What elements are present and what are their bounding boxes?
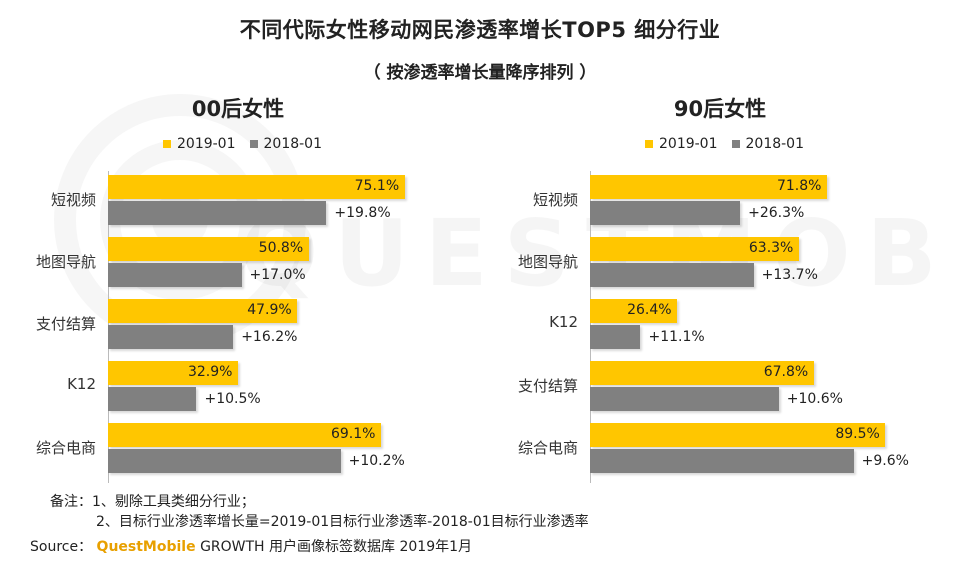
- panel-title-0: 00后女性: [191, 97, 285, 121]
- category-label: 支付结算: [517, 377, 578, 395]
- bar-2019: [590, 423, 886, 447]
- source-prefix: Source：: [30, 539, 93, 555]
- source-brand: QuestMobile: [96, 539, 196, 555]
- growth-label: +9.6%: [861, 453, 909, 469]
- bar-2018: [590, 325, 641, 349]
- bar-2019: [108, 423, 381, 447]
- legend-0: 2019-01 2018-01: [163, 136, 330, 152]
- growth-label: +19.8%: [334, 205, 391, 221]
- bar-2018: [590, 449, 854, 473]
- legend-item: 2019-01: [163, 136, 236, 152]
- bar-2018: [590, 387, 779, 411]
- bar-2019: [590, 361, 814, 385]
- legend-swatch: [645, 140, 653, 148]
- data-label-2019: 47.9%: [247, 302, 292, 318]
- growth-label: +10.2%: [348, 453, 405, 469]
- growth-label: +10.6%: [786, 391, 843, 407]
- data-label-2019: 69.1%: [330, 426, 376, 442]
- bar-2018: [590, 201, 741, 225]
- growth-label: +10.5%: [204, 391, 261, 407]
- category-label: 综合电商: [35, 439, 96, 457]
- category-label: K12: [67, 375, 96, 393]
- bar-2019: [108, 299, 298, 323]
- note-line-1: 备注：1、剔除工具类细分行业；: [50, 494, 255, 510]
- bar-2019: [590, 299, 678, 323]
- legend-swatch: [249, 140, 258, 148]
- data-label-2019: 75.1%: [354, 178, 400, 194]
- bar-2019: [108, 175, 405, 199]
- data-label-2019: 89.5%: [835, 426, 880, 442]
- bar-2018: [108, 263, 242, 287]
- legend-item: 2019-01: [645, 136, 718, 152]
- source-text: GROWTH 用户画像标签数据库 2019年1月: [200, 539, 473, 555]
- legend-label: 2018-01: [745, 136, 805, 152]
- growth-label: +26.3%: [748, 205, 805, 221]
- bar-2018: [108, 449, 341, 473]
- legend-label: 2019-01: [659, 136, 718, 152]
- bar-2019: [590, 237, 799, 261]
- bar-2018: [108, 387, 197, 411]
- chart-title: 不同代际女性移动网民渗透率增长TOP5 细分行业: [239, 18, 721, 42]
- data-label-2019: 32.9%: [187, 364, 233, 380]
- category-label: 短视频: [532, 191, 578, 209]
- source-line: Source： QuestMobile GROWTH 用户画像标签数据库 201…: [30, 536, 472, 556]
- legend-label: 2019-01: [177, 136, 236, 152]
- growth-label: +17.0%: [249, 267, 306, 283]
- data-label-2019: 26.4%: [627, 302, 672, 318]
- bar-2019: [590, 175, 827, 199]
- bar-2018: [590, 263, 754, 287]
- category-label: 支付结算: [35, 315, 96, 333]
- data-label-2019: 50.8%: [258, 240, 304, 256]
- panel-title-1: 90后女性: [673, 97, 767, 121]
- growth-label: +16.2%: [241, 329, 298, 345]
- category-label: K12: [549, 313, 578, 331]
- legend-item: 2018-01: [731, 136, 805, 152]
- note-line-2: 2、目标行业渗透率增长量=2019-01目标行业渗透率-2018-01目标行业渗…: [96, 514, 589, 530]
- bar-2019: [108, 361, 238, 385]
- category-label: 地图导航: [35, 253, 96, 271]
- legend-swatch: [163, 140, 171, 148]
- data-label-2019: 67.8%: [763, 364, 809, 380]
- growth-label: +11.1%: [648, 329, 705, 345]
- category-label: 地图导航: [517, 253, 578, 271]
- bar-2018: [108, 325, 234, 349]
- category-label: 综合电商: [517, 439, 578, 457]
- bar-2019: [108, 237, 309, 261]
- legend-item: 2018-01: [249, 136, 323, 152]
- chart-subtitle: （ 按渗透率增长量降序排列 ）: [363, 63, 597, 83]
- legend-swatch: [731, 140, 740, 148]
- data-label-2019: 63.3%: [748, 240, 794, 256]
- legend-label: 2018-01: [263, 136, 323, 152]
- bar-2018: [108, 201, 327, 225]
- data-label-2019: 71.8%: [776, 178, 822, 194]
- category-label: 短视频: [50, 191, 96, 209]
- legend-1: 2019-01 2018-01: [645, 136, 812, 152]
- growth-label: +13.7%: [761, 267, 818, 283]
